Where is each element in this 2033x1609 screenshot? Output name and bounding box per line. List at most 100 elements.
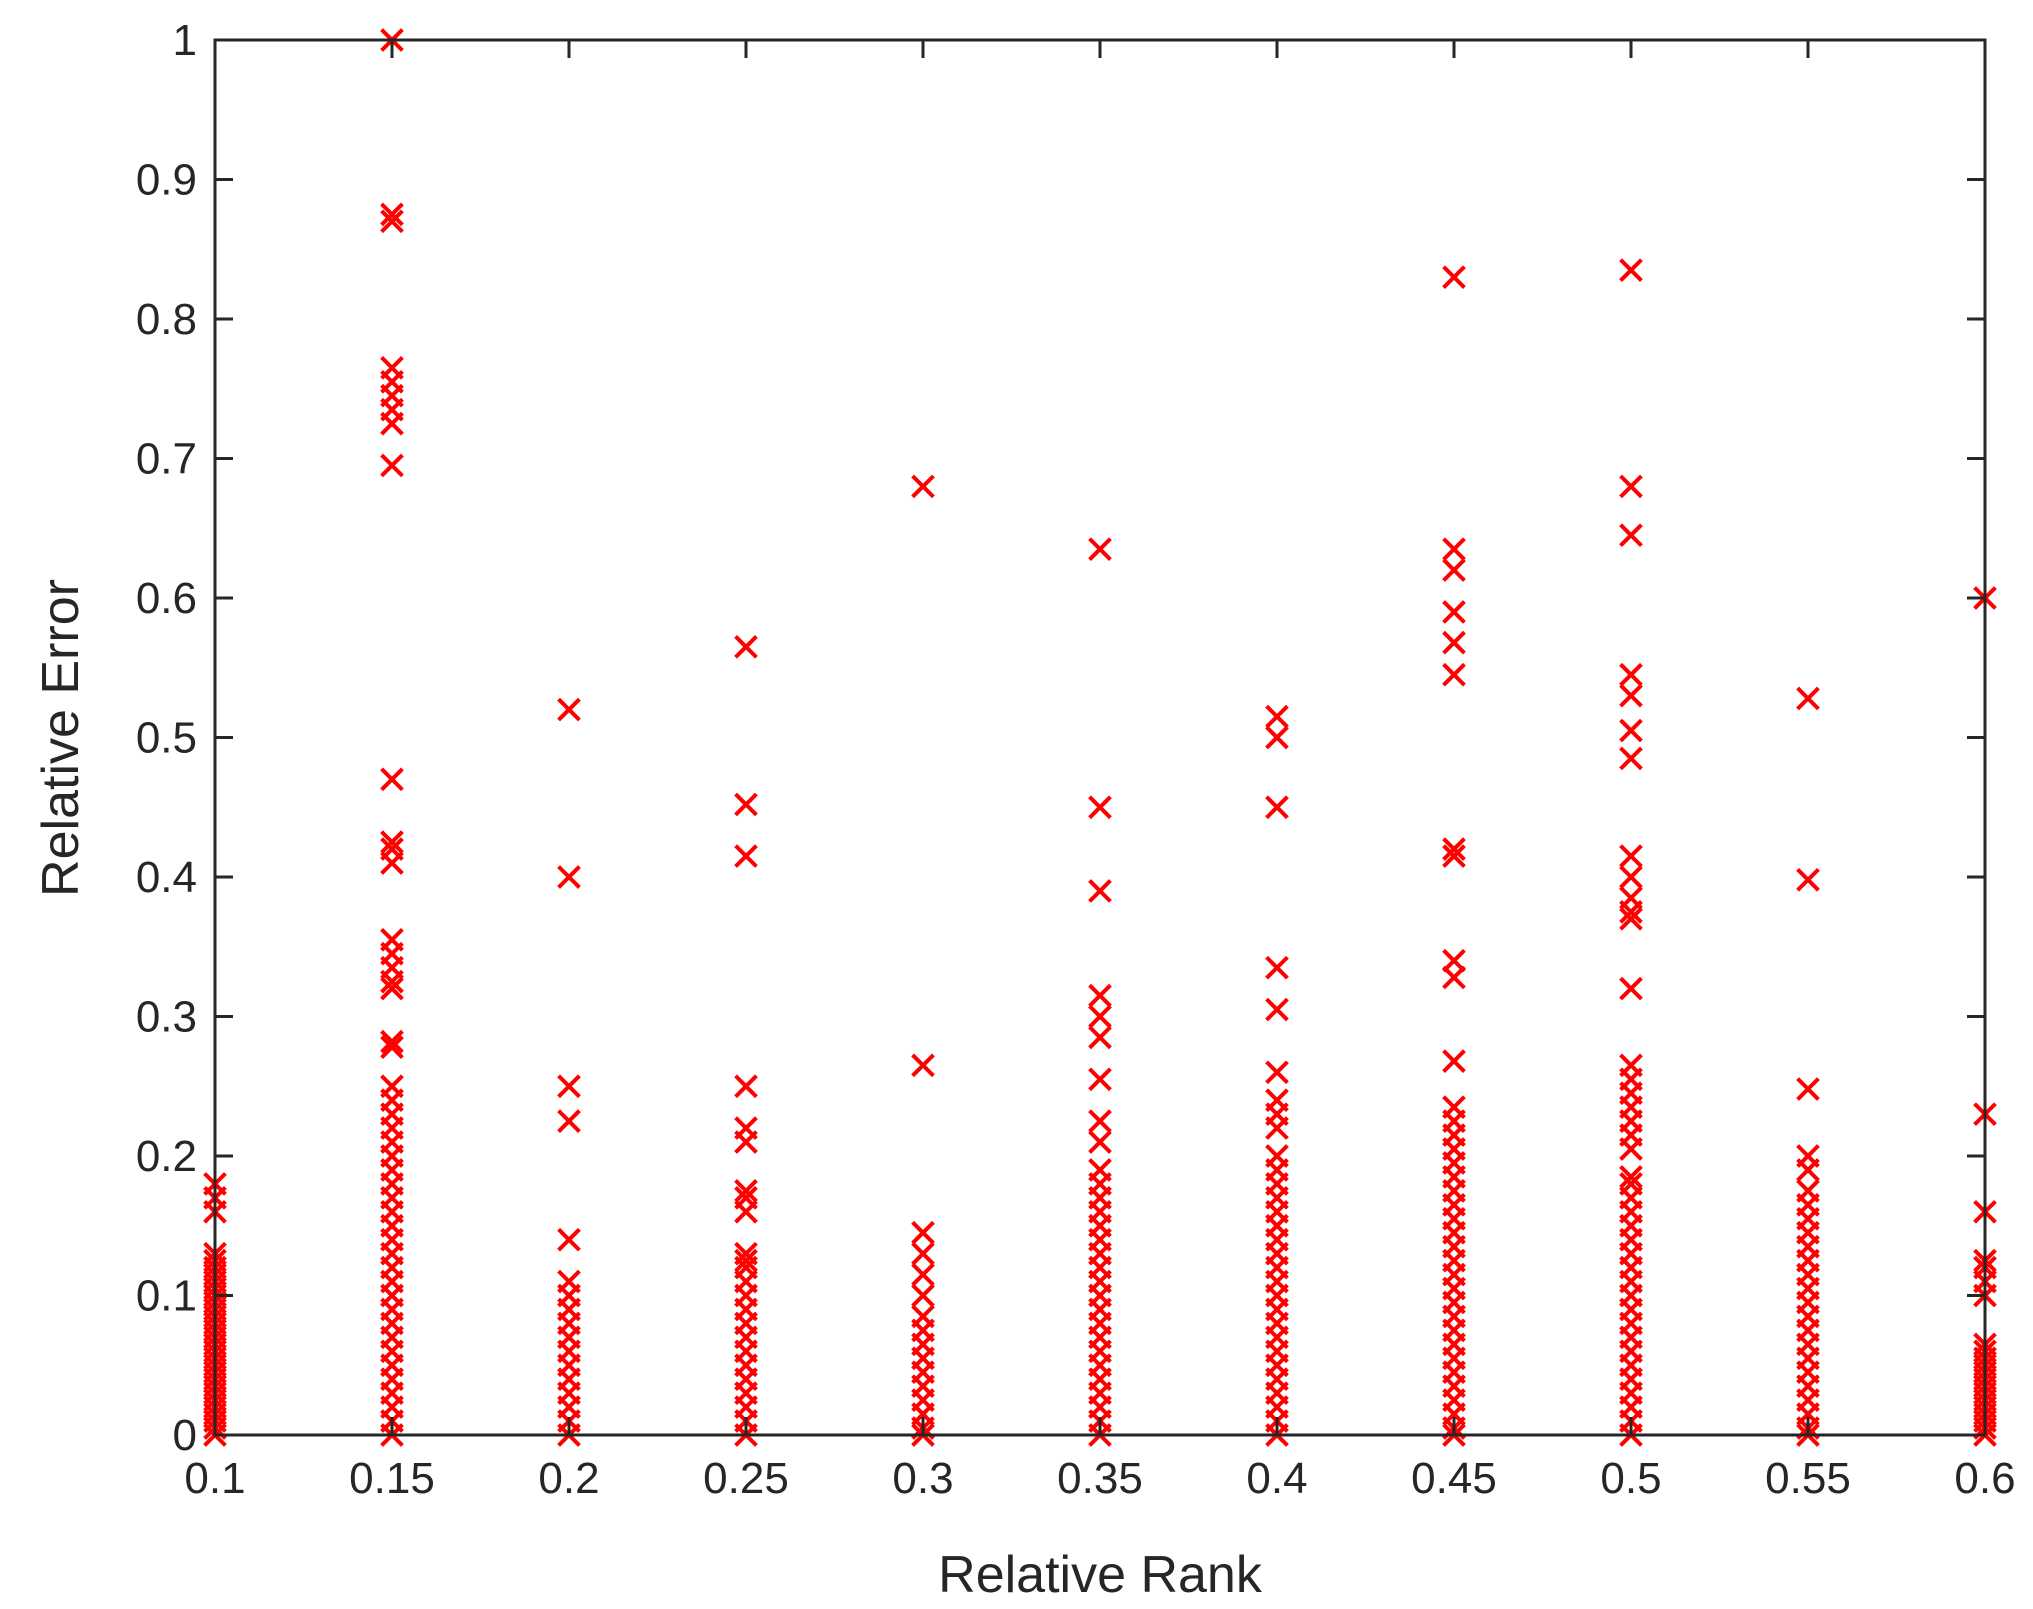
- y-tick-label: 0.9: [136, 156, 197, 205]
- data-point: [1619, 662, 1643, 687]
- y-tick-label: 0.6: [136, 574, 197, 623]
- x-tick-label: 0.5: [1600, 1454, 1661, 1503]
- data-point: [1442, 662, 1466, 687]
- data-point: [911, 1053, 935, 1078]
- data-point: [1088, 1109, 1112, 1133]
- data-point: [1265, 725, 1289, 750]
- plot-area: [215, 40, 1985, 1435]
- y-tick-label: 0.4: [136, 853, 197, 902]
- data-point: [1796, 867, 1820, 892]
- data-point: [1442, 630, 1466, 655]
- data-point: [734, 1074, 758, 1099]
- data-point: [1619, 683, 1643, 708]
- data-point: [1088, 1130, 1112, 1154]
- data-point: [1619, 844, 1643, 868]
- data-point: [380, 411, 404, 436]
- y-tick-label: 0.5: [136, 714, 197, 763]
- data-point: [1265, 1116, 1289, 1140]
- data-point: [1619, 1165, 1643, 1189]
- data-point: [734, 792, 758, 817]
- data-point: [1265, 997, 1289, 1022]
- data-point: [1442, 1049, 1466, 1073]
- data-point: [380, 209, 404, 234]
- y-tick-label: 1: [173, 16, 197, 65]
- data-point: [380, 767, 404, 792]
- data-point: [1619, 523, 1643, 548]
- x-tick-label: 0.6: [1954, 1454, 2015, 1503]
- data-point: [1088, 795, 1112, 820]
- data-point: [734, 844, 758, 868]
- data-point: [1619, 258, 1643, 283]
- data-point: [1265, 795, 1289, 820]
- data-point: [734, 634, 758, 659]
- y-tick-label: 0: [173, 1411, 197, 1460]
- y-tick-label: 0.8: [136, 295, 197, 344]
- data-point: [1619, 746, 1643, 771]
- data-point: [1442, 537, 1466, 562]
- data-point: [557, 1109, 581, 1133]
- x-tick-label: 0.35: [1057, 1454, 1143, 1503]
- data-point: [1088, 1025, 1112, 1050]
- data-point: [911, 1220, 935, 1245]
- x-tick-label: 0.15: [349, 1454, 435, 1503]
- data-point: [380, 830, 404, 854]
- data-point: [1442, 965, 1466, 990]
- data-point: [380, 969, 404, 994]
- data-point: [380, 1029, 404, 1054]
- data-point: [1796, 1077, 1820, 1101]
- data-point: [380, 976, 404, 1001]
- data-point: [734, 1179, 758, 1203]
- data-point: [1265, 955, 1289, 980]
- data-point: [1796, 686, 1820, 711]
- x-tick-label: 0.25: [703, 1454, 789, 1503]
- x-tick-label: 0.55: [1765, 1454, 1851, 1503]
- data-point: [380, 453, 404, 478]
- data-point: [557, 865, 581, 889]
- data-point: [1796, 1158, 1820, 1182]
- y-tick-label: 0.2: [136, 1132, 197, 1181]
- data-point: [1442, 844, 1466, 868]
- x-axis-ticks: 0.1 0.15 0.2 0.25 0.3 0.35 0.4 0.45 0.5 0.55 0.6: [184, 40, 2016, 1503]
- y-axis-ticks: 0 0.1 0.2 0.3 0.4 0.5 0.6 0.7 0.8 0.9 1: [136, 16, 1985, 1460]
- x-tick-label: 0.2: [538, 1454, 599, 1503]
- data-point: [1088, 879, 1112, 903]
- data-point: [1442, 948, 1466, 973]
- y-tick-label: 0.3: [136, 993, 197, 1042]
- data-point: [911, 1262, 935, 1287]
- data-point: [380, 202, 404, 227]
- y-tick-label: 0.1: [136, 1272, 197, 1321]
- data-point: [380, 1035, 404, 1060]
- data-point: [1088, 1004, 1112, 1029]
- data-point: [911, 1283, 935, 1308]
- data-point: [1619, 865, 1643, 889]
- y-tick-label: 0.7: [136, 435, 197, 484]
- data-point: [1088, 1067, 1112, 1092]
- data-point: [1619, 1137, 1643, 1161]
- data-point: [1619, 976, 1643, 1001]
- data-point: [1442, 837, 1466, 861]
- data-point: [1442, 600, 1466, 624]
- data-point: [734, 1130, 758, 1154]
- data-point: [1619, 900, 1643, 924]
- data-point: [1619, 718, 1643, 743]
- data-point: [911, 1241, 935, 1266]
- y-axis-label: Relative Error: [32, 579, 90, 897]
- data-point: [734, 1199, 758, 1224]
- data-point: [1265, 1060, 1289, 1085]
- data-point: [911, 474, 935, 499]
- x-tick-label: 0.45: [1411, 1454, 1497, 1503]
- data-point: [1442, 558, 1466, 582]
- data-point: [1088, 983, 1112, 1008]
- data-point: [380, 851, 404, 875]
- data-point: [557, 697, 581, 722]
- data-point: [734, 1248, 758, 1273]
- x-axis-label: Relative Rank: [938, 1546, 1263, 1604]
- data-point: [1619, 474, 1643, 499]
- data-point: [557, 1074, 581, 1099]
- data-point: [1619, 907, 1643, 931]
- x-tick-label: 0.4: [1246, 1454, 1307, 1503]
- data-markers: [203, 28, 1997, 1447]
- x-tick-label: 0.3: [892, 1454, 953, 1503]
- data-point: [1088, 537, 1112, 562]
